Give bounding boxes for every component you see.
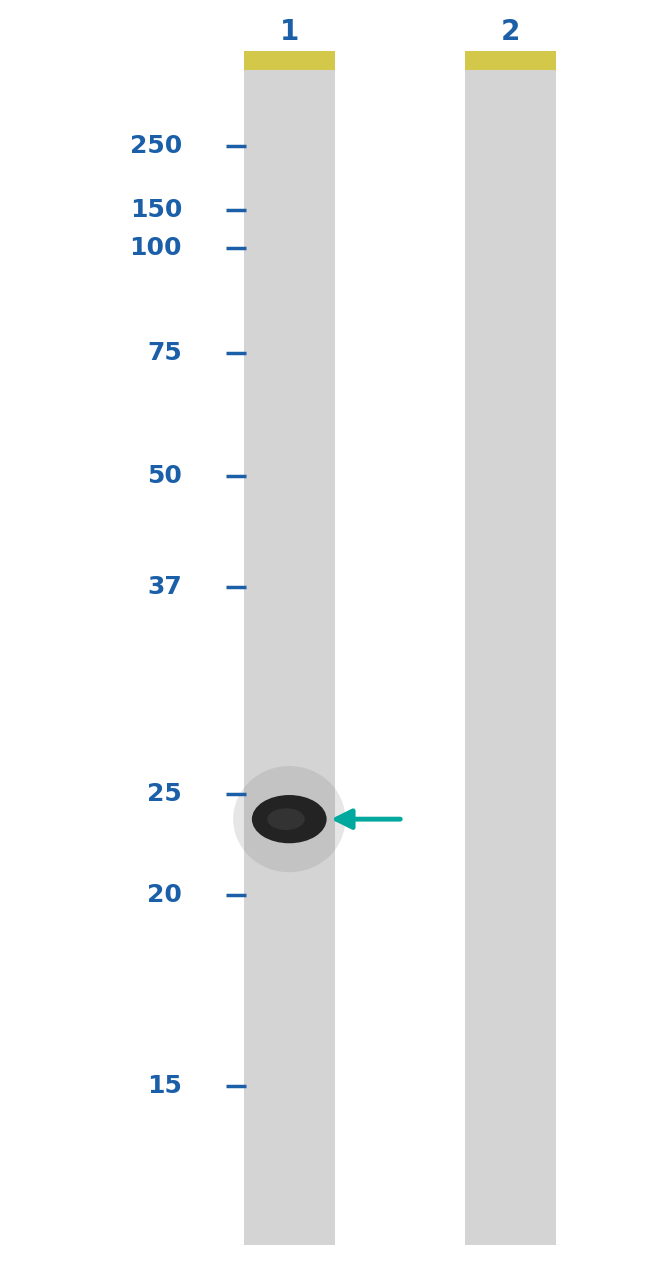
Bar bbox=[465, 51, 556, 1245]
Ellipse shape bbox=[252, 795, 326, 843]
Bar bbox=[244, 51, 335, 70]
Text: 50: 50 bbox=[147, 465, 182, 488]
Bar bbox=[244, 51, 335, 1245]
Text: 75: 75 bbox=[148, 342, 182, 364]
Text: 150: 150 bbox=[129, 198, 182, 221]
Text: 20: 20 bbox=[147, 884, 182, 907]
Text: 250: 250 bbox=[130, 135, 182, 157]
Text: 25: 25 bbox=[148, 782, 182, 805]
Text: 15: 15 bbox=[147, 1074, 182, 1097]
Text: 37: 37 bbox=[148, 575, 182, 598]
Text: 2: 2 bbox=[500, 18, 520, 46]
Bar bbox=[465, 51, 556, 70]
Text: 1: 1 bbox=[280, 18, 299, 46]
Ellipse shape bbox=[233, 766, 345, 872]
Text: 100: 100 bbox=[129, 236, 182, 259]
Ellipse shape bbox=[267, 808, 305, 831]
